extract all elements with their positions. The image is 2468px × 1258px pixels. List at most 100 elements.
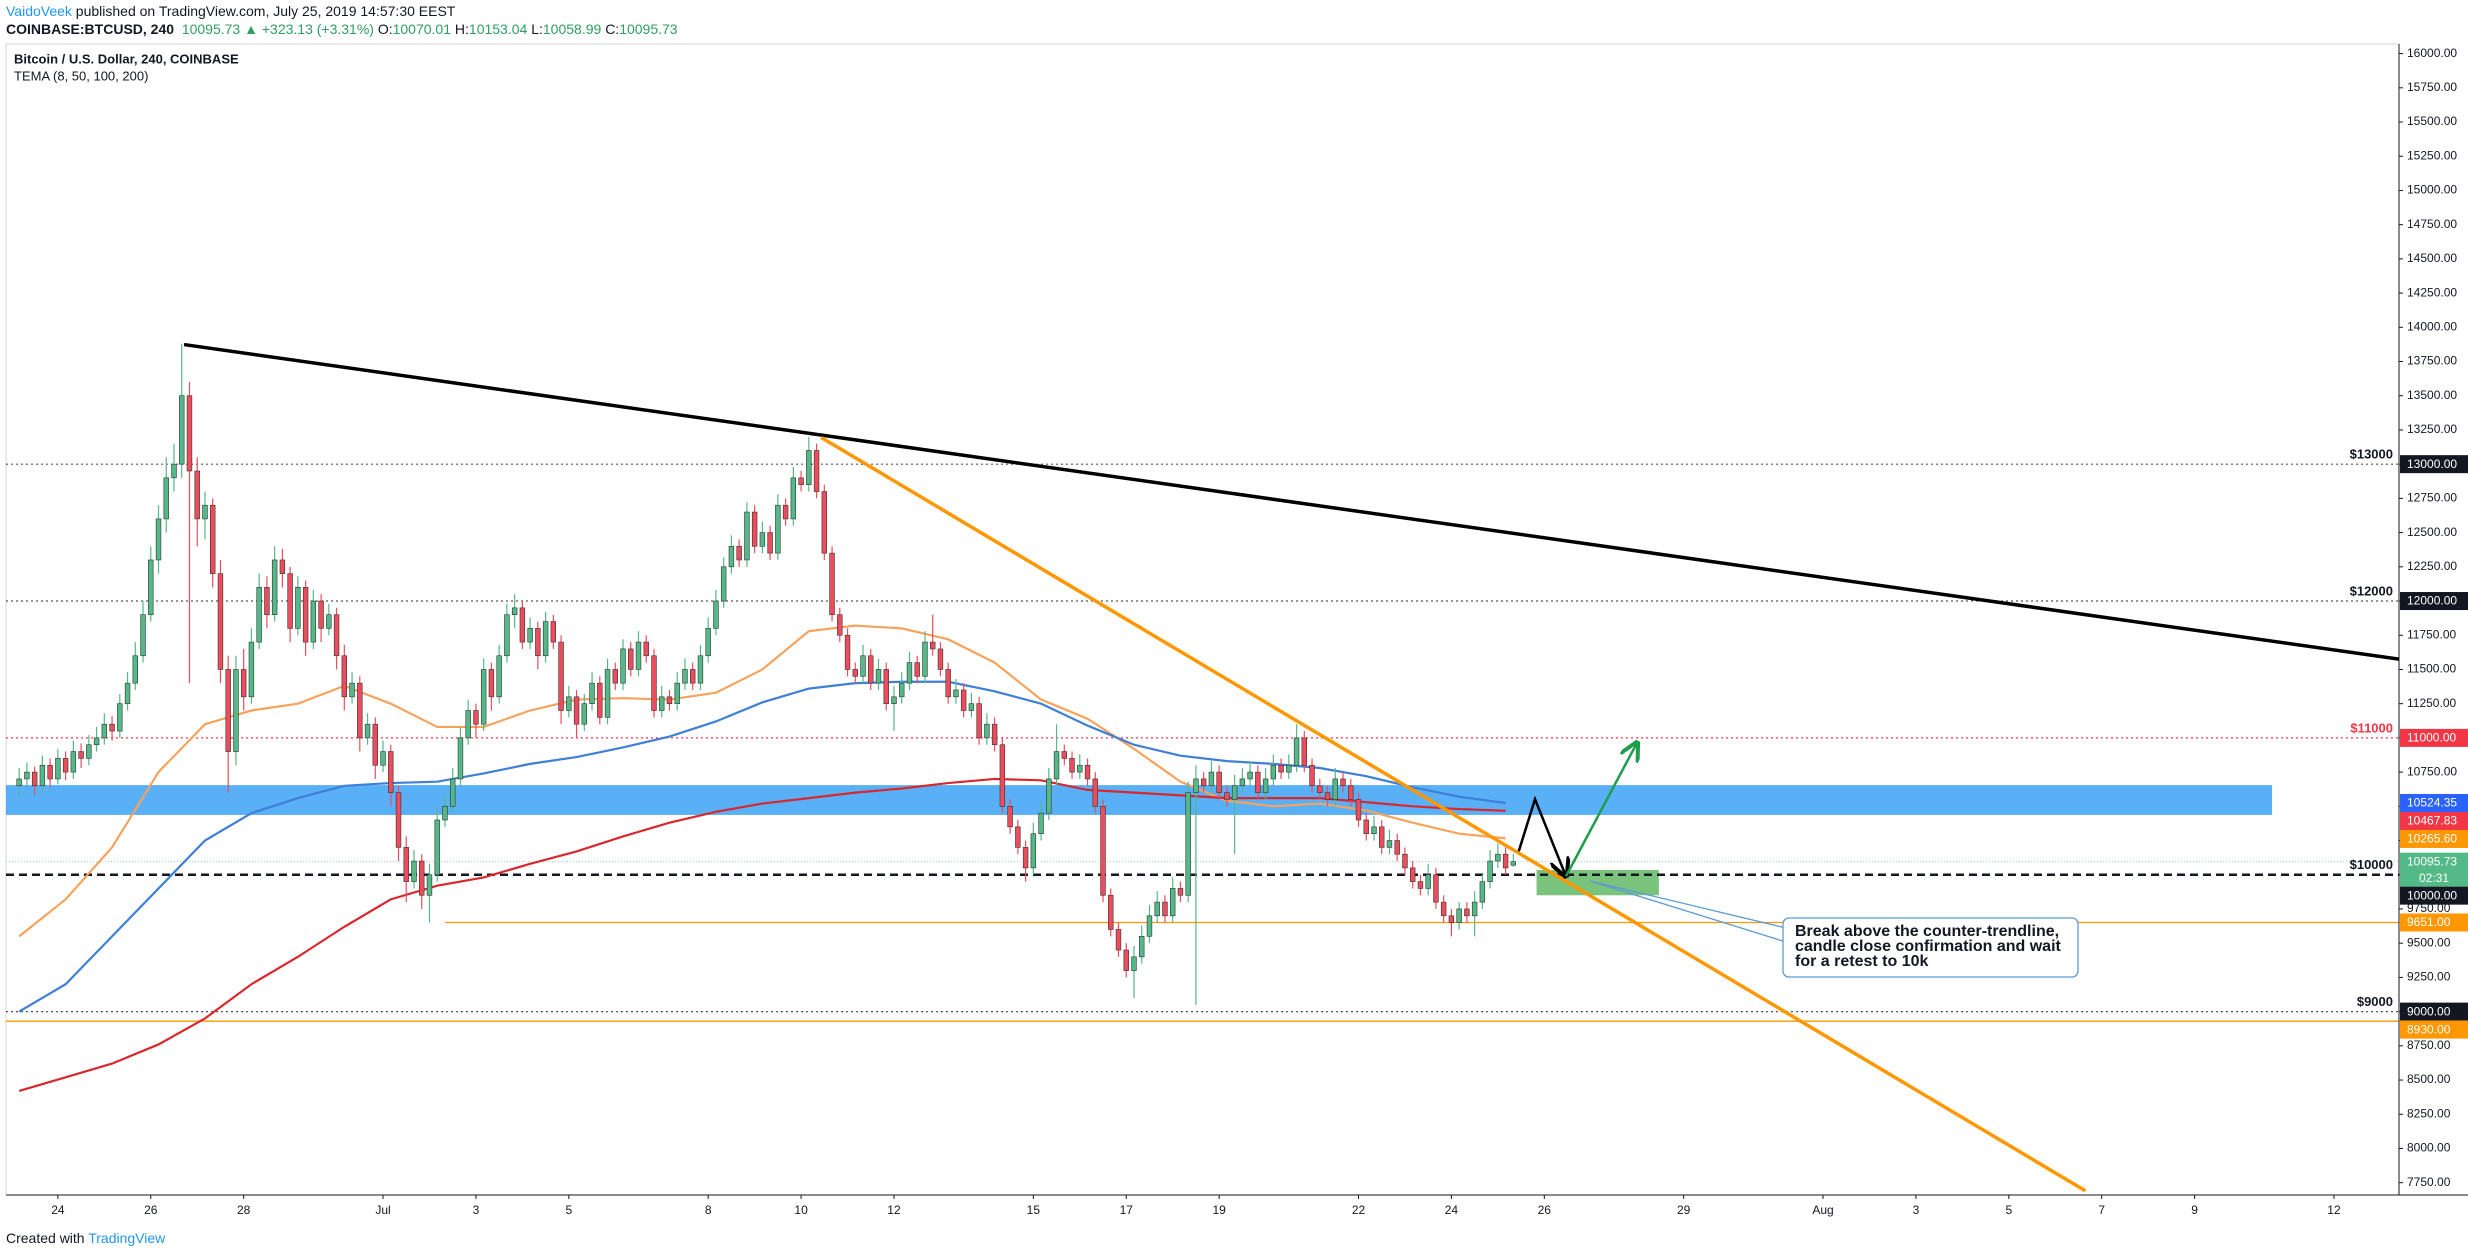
symbol-title: Bitcoin / U.S. Dollar, 240, COINBASE <box>14 51 239 66</box>
countdown-label: 02:31 <box>2419 871 2449 885</box>
candle-body <box>140 614 146 657</box>
candle-body <box>945 669 951 698</box>
candle-body <box>643 641 649 657</box>
candle-body <box>24 771 30 780</box>
x-tick-label: 8 <box>705 1203 712 1217</box>
author[interactable]: VaidoVeek <box>6 3 72 19</box>
candle-body <box>968 703 975 711</box>
level-label: $10000 <box>2350 857 2393 872</box>
candle-body <box>16 778 22 787</box>
candle-body <box>1100 806 1106 896</box>
footer-brand[interactable]: TradingView <box>88 1230 166 1246</box>
y-tick-label: 15750.00 <box>2407 80 2457 94</box>
candle-body <box>39 764 46 787</box>
x-tick-label: 5 <box>565 1203 572 1217</box>
price-tag-label: 8930.00 <box>2407 1022 2451 1036</box>
x-tick-label: 10 <box>794 1203 808 1217</box>
candle-body <box>1139 936 1145 958</box>
candle-body <box>690 669 696 684</box>
x-tick-label: 26 <box>1538 1203 1552 1217</box>
candle-body <box>403 847 409 882</box>
candle-body <box>1216 771 1222 793</box>
annotation-text: for a retest to 10k <box>1795 953 1928 970</box>
candle-body <box>1255 771 1261 793</box>
level-label: $12000 <box>2350 583 2393 598</box>
candle-body <box>310 600 317 643</box>
x-tick-label: 29 <box>1677 1203 1691 1217</box>
annotation-text: candle close confirmation and wait <box>1795 938 2062 955</box>
candle-body <box>496 655 502 698</box>
trendline <box>183 342 2399 661</box>
candle-body <box>651 655 657 711</box>
candle-body <box>1340 778 1346 787</box>
candle-body <box>411 860 417 882</box>
y-tick-label: 8750.00 <box>2407 1038 2451 1052</box>
candle-body <box>248 641 255 698</box>
candle-body <box>55 758 61 780</box>
y-tick-label: 16000.00 <box>2407 46 2457 60</box>
candle-body <box>1053 751 1060 780</box>
candle-body <box>1394 840 1400 855</box>
candle-body <box>271 559 278 616</box>
h-label: H: <box>454 21 469 37</box>
y-tick-label: 12500.00 <box>2407 525 2457 539</box>
candle-body <box>171 463 177 479</box>
y-tick-label: 14000.00 <box>2407 319 2457 333</box>
candle-body <box>1015 826 1021 848</box>
y-tick-label: 15500.00 <box>2407 114 2457 128</box>
candle-body <box>891 696 897 704</box>
close: 10095.73 <box>619 21 678 37</box>
candle-body <box>659 696 665 711</box>
candle-body <box>1371 826 1377 834</box>
candle-body <box>906 662 913 684</box>
price-tag-label: 10000.00 <box>2407 888 2457 902</box>
candle-body <box>1386 840 1393 848</box>
candle-body <box>1208 771 1215 787</box>
x-tick-label: 24 <box>51 1203 65 1217</box>
y-tick-label: 8000.00 <box>2407 1141 2451 1155</box>
candle-body <box>682 669 688 684</box>
published: published on TradingView.com, July 25, 2… <box>75 3 456 19</box>
candle-body <box>504 614 510 657</box>
candle-body <box>1409 867 1416 882</box>
candle-body <box>1448 915 1455 923</box>
candle-body <box>1069 758 1075 773</box>
candle-body <box>1177 888 1184 896</box>
candle-body <box>829 552 835 616</box>
candle-body <box>597 682 603 718</box>
candle-body <box>581 703 588 725</box>
x-tick-label: 26 <box>144 1203 158 1217</box>
candle-body <box>124 682 131 704</box>
price-tag-label: 10467.83 <box>2407 814 2457 828</box>
candle-body <box>357 682 363 739</box>
price-tag-label: 9000.00 <box>2407 1004 2451 1018</box>
candle-body <box>883 669 889 704</box>
y-tick-label: 12250.00 <box>2407 559 2457 573</box>
candle-body <box>1464 908 1470 917</box>
candle-body <box>117 703 123 732</box>
candle-body <box>736 545 742 561</box>
candle-body <box>380 751 386 766</box>
candle-body <box>1162 901 1168 917</box>
candle-body <box>148 559 154 616</box>
candle-body <box>194 470 200 520</box>
candle-body <box>256 587 262 643</box>
x-tick-label: 15 <box>1027 1203 1041 1217</box>
candle-body <box>1193 778 1199 793</box>
candle-body <box>511 607 518 616</box>
y-tick-label: 12750.00 <box>2407 491 2457 505</box>
candle-body <box>1355 799 1362 821</box>
candle-body <box>782 504 789 520</box>
candle-body <box>1022 847 1029 869</box>
candle-body <box>960 689 967 711</box>
candle-body <box>937 648 944 670</box>
candle-body <box>1417 881 1424 889</box>
plot-frame <box>5 43 2400 1196</box>
candle-body <box>868 655 874 684</box>
footer-text: Created with <box>6 1230 85 1246</box>
candle-body <box>1200 778 1207 787</box>
y-tick-label: 9250.00 <box>2407 970 2451 984</box>
footer: Created with TradingView <box>6 1230 165 1246</box>
c-label: C: <box>605 21 620 37</box>
candle-body <box>349 682 355 698</box>
